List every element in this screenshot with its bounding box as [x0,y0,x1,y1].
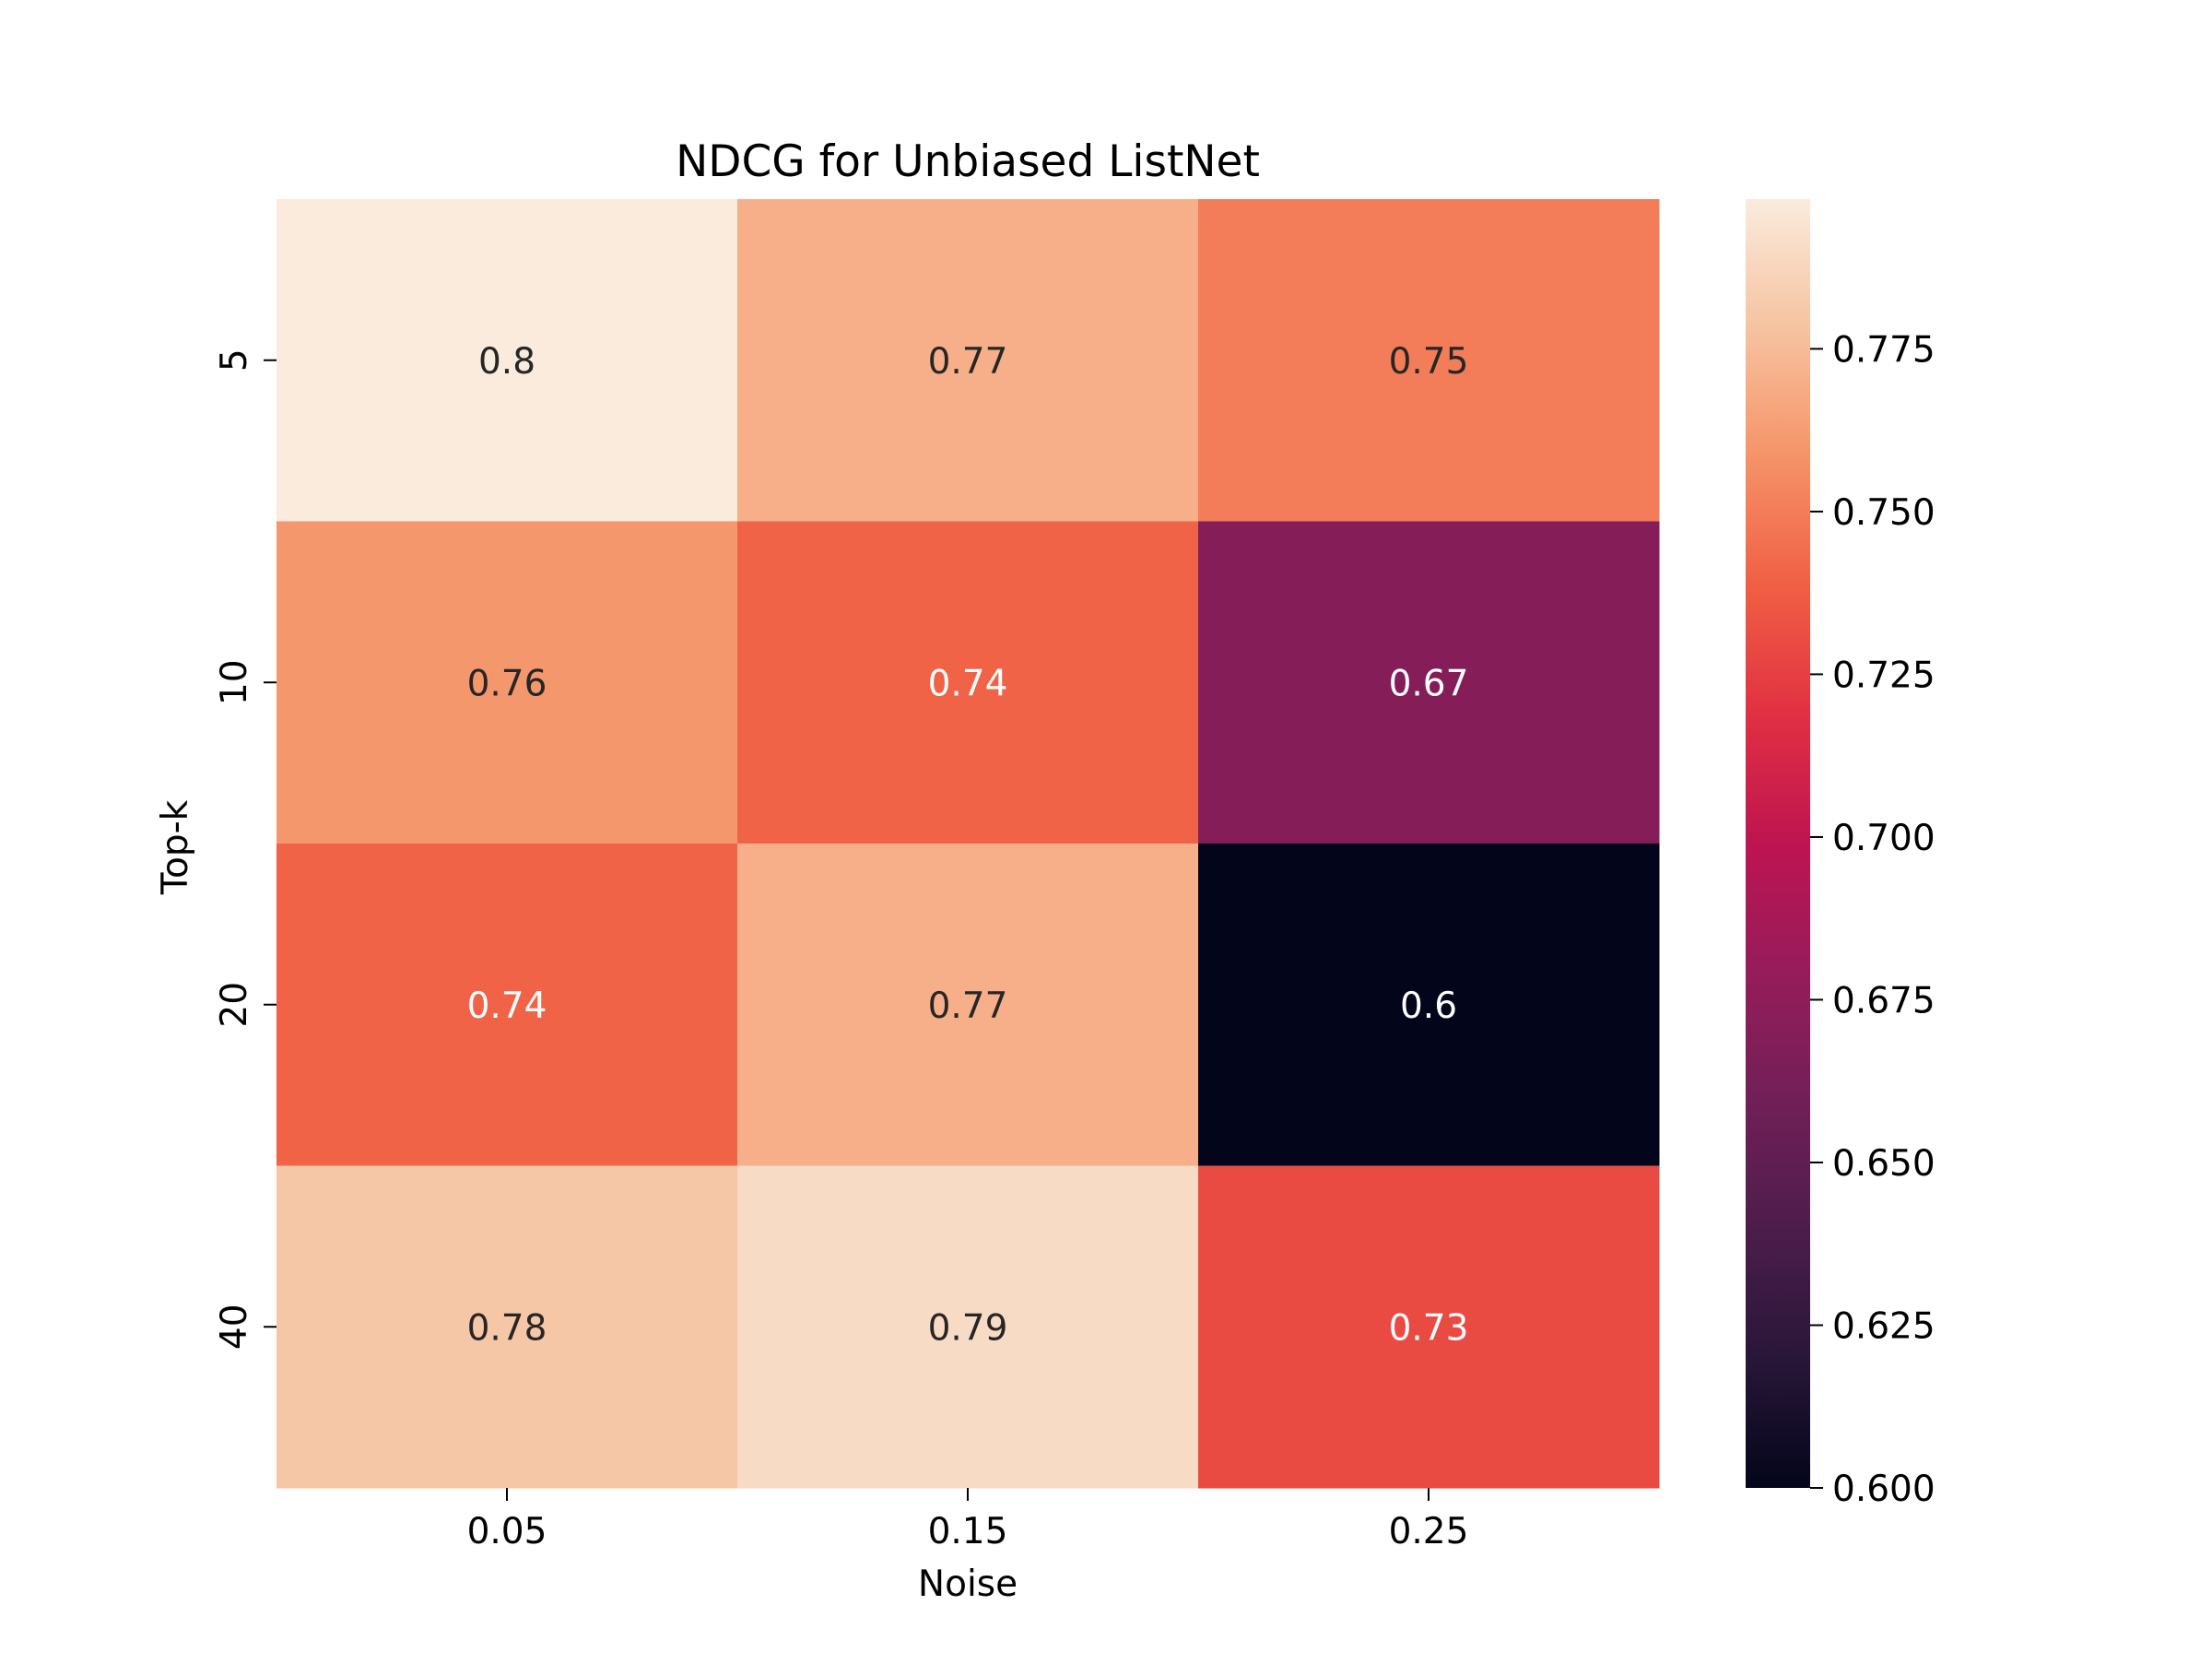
colorbar-tick-label-3: 0.675 [1832,980,1936,1021]
cell-value-label-r2-c2: 0.6 [1400,985,1457,1027]
heatmap-cell-r3-c0 [276,1165,738,1489]
chart-title: NDCG for Unbiased ListNet [676,136,1260,187]
cell-value-label-r2-c1: 0.77 [928,985,1008,1027]
x-tick-label-2: 0.25 [1389,1511,1469,1552]
y-tick-label-1: 10 [214,659,255,705]
heatmap-cell-r1-c2 [1198,521,1660,844]
colorbar-tick-label-2: 0.650 [1832,1143,1936,1185]
colorbar-tick-label-5: 0.725 [1832,655,1936,696]
heatmap-cells: 0.8 0.77 0.75 0.76 0.74 0.67 0.74 0.77 0.6 0.78 0.… [276,199,1660,1489]
cell-value-label-r0-c0: 0.8 [478,341,535,383]
heatmap-cell-r2-c2 [1198,844,1660,1166]
heatmap-cell-r0-c1 [737,199,1199,522]
y-tick-label-3: 40 [214,1304,255,1350]
cell-value-label-r3-c1: 0.79 [928,1307,1008,1349]
x-tick-label-1: 0.15 [928,1511,1008,1552]
heatmap-cell-r0-c2 [1198,199,1660,522]
cell-value-label-r2-c0: 0.74 [467,985,547,1027]
colorbar-tick-label-7: 0.775 [1832,329,1936,371]
cell-value-label-r1-c0: 0.76 [467,663,547,704]
colorbar-tick-label-4: 0.700 [1832,818,1936,859]
heatmap-cell-r2-c0 [276,844,738,1166]
cell-value-label-r3-c0: 0.78 [467,1307,547,1349]
colorbar-tick-label-0: 0.600 [1832,1469,1936,1510]
y-axis-label: Top-k [155,799,196,895]
colorbar-tick-label-1: 0.625 [1832,1305,1936,1347]
colorbar-gradient [1746,199,1810,1488]
x-axis: 0.05 0.15 0.25 [467,1488,1469,1552]
heatmap-cell-r1-c0 [276,521,738,844]
cell-value-label-r0-c1: 0.77 [928,341,1008,383]
cell-value-label-r0-c2: 0.75 [1389,341,1469,383]
x-tick-label-0: 0.05 [467,1511,547,1552]
heatmap-cell-r3-c1 [737,1165,1199,1489]
y-tick-label-2: 20 [214,982,255,1028]
cell-value-label-r3-c2: 0.73 [1389,1307,1469,1349]
heatmap-cell-r2-c1 [737,844,1199,1166]
colorbar: 0.600 0.625 0.650 0.675 0.700 0.725 0.750 0.775 [1746,199,1936,1510]
cell-value-label-r1-c1: 0.74 [928,663,1008,704]
heatmap-cell-r0-c0 [276,199,738,522]
heatmap-cell-r1-c1 [737,521,1199,844]
y-axis: 5 10 20 40 [214,348,276,1350]
cell-value-label-r1-c2: 0.67 [1389,663,1469,704]
x-axis-label: Noise [918,1564,1018,1605]
colorbar-tick-label-6: 0.750 [1832,492,1936,534]
heatmap-cell-r3-c2 [1198,1165,1660,1489]
y-tick-label-0: 5 [214,348,255,372]
